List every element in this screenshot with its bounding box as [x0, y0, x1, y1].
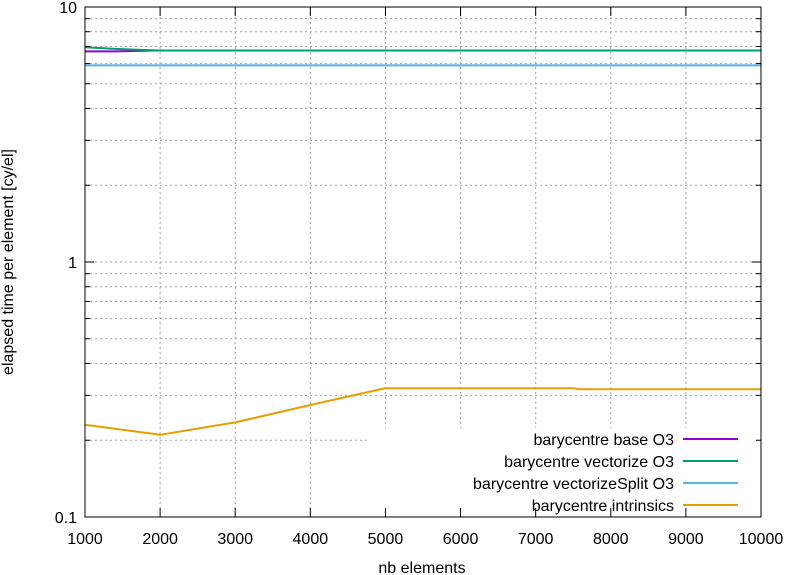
y-tick-label: 1 [68, 255, 77, 272]
legend-entry-label: barycentre vectorizeSplit O3 [473, 476, 674, 493]
x-axis-label: nb elements [378, 560, 465, 575]
y-axis-label: elapsed time per element [cy/el] [0, 149, 17, 375]
x-tick-label: 9000 [668, 531, 704, 548]
legend-entry-label: barycentre intrinsics [532, 498, 674, 515]
y-tick-label: 0.1 [55, 510, 77, 527]
y-tick-label: 10 [59, 0, 77, 17]
x-tick-label: 2000 [142, 531, 178, 548]
x-tick-label: 1000 [67, 531, 103, 548]
legend: barycentre base O3 barycentre vectorize O… [370, 428, 759, 520]
x-tick-label: 10000 [739, 531, 784, 548]
legend-entry-label: barycentre base O3 [533, 432, 674, 449]
tick-layer: 1000 2000 3000 4000 5000 6000 7000 8000 9000 1000… [55, 0, 784, 548]
x-tick-label: 6000 [443, 531, 479, 548]
series-line-4 [84, 387, 761, 436]
x-tick-label: 5000 [368, 531, 404, 548]
x-tick-label: 8000 [593, 531, 629, 548]
x-tick-label: 7000 [518, 531, 554, 548]
x-tick-label: 3000 [217, 531, 253, 548]
legend-entry-label: barycentre vectorize O3 [504, 454, 674, 471]
series-line-2 [84, 46, 761, 52]
x-tick-label: 4000 [293, 531, 329, 548]
series-layer [84, 46, 761, 436]
